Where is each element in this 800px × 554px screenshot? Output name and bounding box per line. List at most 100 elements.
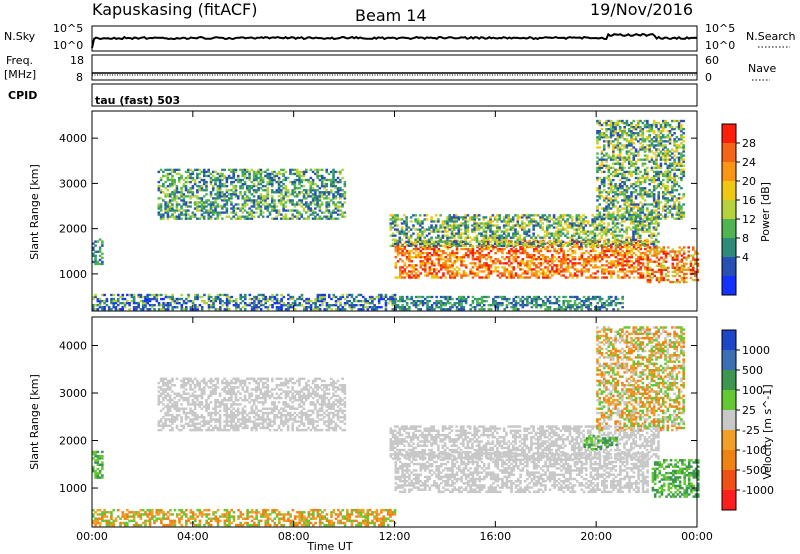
- heatmap-cell: [457, 226, 461, 229]
- heatmap-cell: [516, 232, 520, 235]
- heatmap-cell: [255, 308, 258, 311]
- heatmap-cell: [467, 274, 470, 277]
- heatmap-cell: [166, 184, 170, 188]
- heatmap-cell: [621, 297, 624, 301]
- heatmap-cell: [459, 228, 463, 231]
- heatmap-cell: [598, 244, 601, 248]
- heatmap-cell: [101, 299, 104, 303]
- heatmap-cell: [320, 195, 324, 198]
- heatmap-cell: [500, 236, 504, 239]
- heatmap-cell: [512, 266, 516, 269]
- heatmap-cell: [669, 280, 672, 284]
- heatmap-cell: [480, 226, 483, 229]
- heatmap-cell: [394, 264, 398, 267]
- heatmap-cell: [655, 264, 659, 267]
- heatmap-cell: [309, 176, 313, 180]
- heatmap-cell: [216, 197, 220, 200]
- heatmap-cell: [636, 244, 640, 248]
- heatmap-cell: [527, 222, 531, 225]
- heatmap-cell: [598, 164, 602, 167]
- heatmap-cell: [334, 217, 338, 220]
- heatmap-cell: [173, 306, 177, 309]
- heatmap-cell: [598, 297, 602, 301]
- heatmap-cell: [209, 211, 213, 214]
- heatmap-cell: [559, 224, 563, 227]
- heatmap-cell: [571, 295, 575, 299]
- heatmap-cell: [621, 266, 624, 269]
- heatmap-cell: [509, 218, 513, 221]
- heatmap-cell: [309, 189, 313, 192]
- heatmap-cell: [632, 268, 636, 271]
- heatmap-cell: [527, 216, 531, 219]
- heatmap-cell: [248, 211, 251, 214]
- heatmap-cell: [612, 156, 615, 159]
- heatmap-cell: [605, 154, 608, 157]
- heatmap-cell: [271, 299, 274, 303]
- heatmap-cell: [236, 203, 240, 206]
- heatmap-cell: [625, 247, 629, 251]
- heatmap-cell: [516, 216, 520, 219]
- heatmap-cell: [450, 216, 454, 219]
- heatmap-cell: [405, 249, 409, 253]
- heatmap-cell: [311, 201, 315, 204]
- heatmap-cell: [428, 270, 432, 273]
- heatmap-cell: [162, 301, 165, 305]
- heatmap-cell: [266, 176, 270, 180]
- heatmap-cell: [423, 256, 427, 259]
- heatmap-cell: [630, 247, 634, 251]
- heatmap-cell: [419, 253, 423, 257]
- heatmap-cell: [544, 303, 547, 307]
- heatmap-cell: [600, 217, 604, 220]
- freq-tick-top: 18: [70, 54, 84, 67]
- heatmap-cell: [462, 306, 466, 309]
- heatmap-cell: [177, 168, 181, 172]
- heatmap-cell: [453, 251, 457, 255]
- heatmap-cell: [225, 211, 229, 214]
- heatmap-cell: [614, 295, 618, 299]
- heatmap-cell: [627, 154, 631, 157]
- nave-tick-bottom: 0: [705, 71, 712, 84]
- heatmap-cell: [200, 215, 204, 218]
- heatmap-cell: [305, 197, 308, 200]
- heatmap-cell: [277, 184, 281, 188]
- heatmap-cell: [596, 270, 599, 273]
- heatmap-cell: [157, 293, 161, 297]
- heatmap-cell: [191, 178, 195, 182]
- heatmap-cell: [450, 224, 454, 227]
- heatmap-cell: [350, 301, 354, 305]
- heatmap-cell: [173, 215, 176, 218]
- heatmap-cell: [264, 195, 267, 198]
- heatmap-cell: [667, 274, 670, 278]
- heatmap-cell: [307, 217, 310, 220]
- heatmap-cell: [521, 262, 525, 265]
- heatmap-cell: [407, 226, 411, 229]
- heatmap-cell: [487, 256, 491, 259]
- heatmap-cell: [566, 264, 570, 267]
- heatmap-cell: [639, 234, 642, 237]
- heatmap-cell: [612, 189, 615, 192]
- heatmap-cell: [298, 174, 301, 178]
- heatmap-cell: [662, 258, 666, 261]
- heatmap-cell: [414, 299, 418, 303]
- heatmap-cell: [448, 218, 452, 221]
- heatmap-cell: [602, 209, 606, 212]
- heatmap-cell: [660, 250, 663, 253]
- heatmap-cell: [421, 251, 425, 255]
- heatmap-cell: [223, 195, 226, 198]
- heatmap-cell: [612, 121, 615, 125]
- heatmap-cell: [280, 303, 283, 307]
- heatmap-cell: [412, 214, 415, 217]
- heatmap-cell: [507, 272, 511, 275]
- heatmap-cell: [621, 301, 624, 305]
- heatmap-cell: [336, 170, 340, 174]
- heatmap-cell: [594, 297, 597, 301]
- heatmap-cell: [562, 268, 565, 271]
- heatmap-cell: [625, 199, 629, 202]
- heatmap-cell: [159, 213, 163, 216]
- heatmap-cell: [505, 276, 509, 279]
- heatmap-cell: [405, 266, 409, 269]
- heatmap-cell: [273, 203, 276, 206]
- heatmap-cell: [219, 306, 222, 309]
- heatmap-cell: [502, 244, 506, 248]
- heatmap-cell: [327, 303, 331, 307]
